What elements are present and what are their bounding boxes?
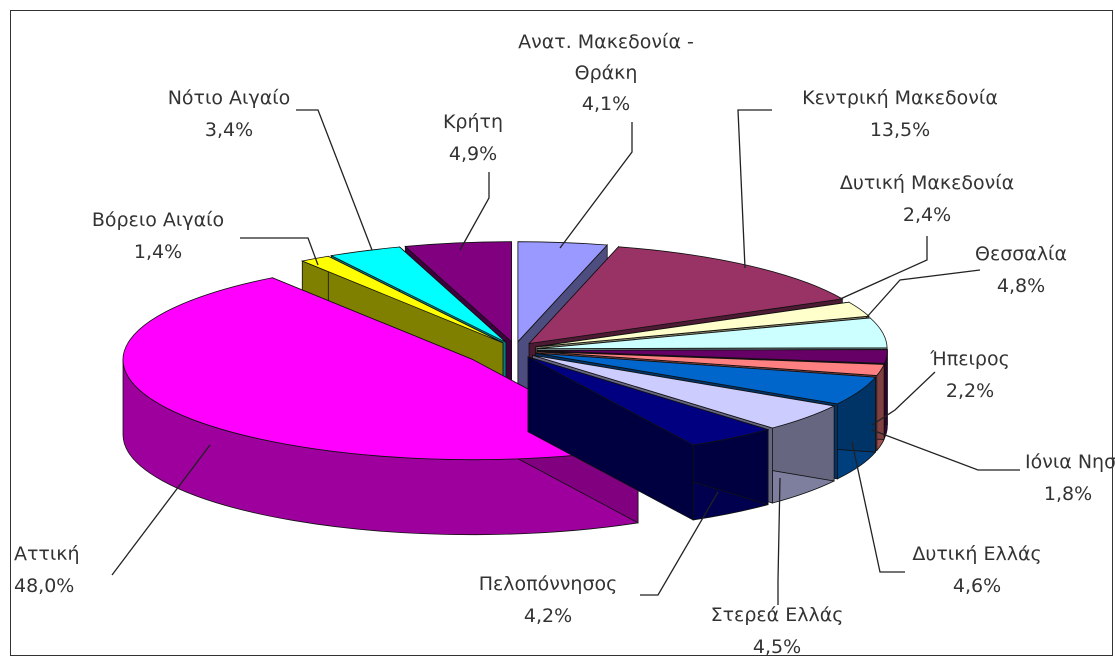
slice-top: [527, 356, 770, 446]
label-pct: 2,2%: [946, 380, 994, 402]
leader-line: [837, 236, 928, 301]
label-dytiki-makedonia: Δυτική Μακεδονία 2,4%: [840, 172, 1014, 226]
label-dytiki-ellas: Δυτική Ελλάς 4,6%: [912, 543, 1041, 597]
slice-top: [532, 354, 836, 429]
label-thessalia: Θεσσαλία 4,8%: [975, 243, 1067, 297]
leader-line: [737, 109, 772, 269]
slice-top: [517, 241, 609, 343]
label-name: Κρήτη: [443, 111, 503, 133]
label-ipeiros: Ήπειρος 2,2%: [929, 348, 1010, 402]
label-name: Πελοπόννησος: [479, 573, 618, 595]
slice-top: [537, 349, 888, 364]
label-kriti: Κρήτη 4,9%: [443, 111, 503, 165]
label-ionia-nisia: Ιόνια Νησιά 1,8%: [1025, 451, 1115, 505]
label-name: Δυτική Μακεδονία: [840, 172, 1014, 194]
label-name: Αττική: [14, 543, 80, 565]
label-name: Ανατ. Μακεδονία -: [518, 31, 694, 53]
slice-top: [404, 241, 512, 343]
label-voreio-aigaio: Βόρειο Αιγαίο 1,4%: [92, 209, 224, 263]
label-name: Δυτική Ελλάς: [912, 543, 1041, 565]
leader-line: [851, 441, 905, 573]
slice-top: [329, 246, 507, 343]
pie-slice: [527, 356, 770, 521]
label-pct: 4,2%: [524, 605, 572, 627]
leader-line: [111, 444, 211, 576]
label-name: Κεντρική Μακεδονία: [802, 87, 998, 109]
pie-slices: [122, 241, 888, 536]
label-name: Νότιο Αιγαίο: [168, 87, 291, 109]
leader-line: [865, 269, 981, 319]
slice-top: [537, 317, 888, 350]
label-name: Στερεά Ελλάς: [711, 604, 844, 626]
label-pct: 4,1%: [582, 93, 630, 115]
leader-line: [296, 109, 373, 251]
slice-top: [535, 301, 870, 348]
label-pct: 3,4%: [205, 119, 253, 141]
slice-top: [535, 352, 877, 405]
leader-line: [459, 172, 490, 251]
label-name: Θεσσαλία: [975, 243, 1067, 265]
leader-line: [871, 429, 1020, 471]
slice-top: [122, 277, 640, 461]
slice-top: [528, 246, 844, 345]
slice-top: [536, 351, 885, 376]
leader-line: [559, 122, 633, 249]
label-sterea-ellas: Στερεά Ελλάς 4,5%: [711, 604, 844, 658]
label-pct: 13,5%: [870, 119, 930, 141]
label-pct: 1,8%: [1044, 483, 1092, 505]
label-attiki: Αττική 48,0%: [14, 543, 80, 597]
label-name: Βόρειο Αιγαίο: [92, 209, 224, 231]
label-pct: 4,9%: [449, 143, 497, 165]
label-name: Ιόνια Νησιά: [1025, 451, 1115, 473]
leader-line: [240, 237, 319, 266]
label-peloponnisos: Πελοπόννησος 4,2%: [479, 573, 618, 627]
label-pct: 48,0%: [14, 575, 74, 597]
label-anat-makedonia-thraki: Ανατ. Μακεδονία - Θράκη 4,1%: [518, 31, 694, 115]
label-name-line2: Θράκη: [575, 62, 638, 84]
leader-line: [871, 371, 936, 426]
label-pct: 4,6%: [953, 575, 1001, 597]
label-pct: 1,4%: [134, 241, 182, 263]
label-name: Ήπειρος: [929, 348, 1010, 370]
leader-lines: [111, 109, 1020, 605]
label-notio-aigaio: Νότιο Αιγαίο 3,4%: [168, 87, 291, 141]
label-pct: 2,4%: [903, 204, 951, 226]
leader-line: [777, 477, 781, 605]
label-kentriki-makedonia: Κεντρική Μακεδονία 13,5%: [802, 87, 998, 141]
label-pct: 4,5%: [753, 636, 801, 658]
leader-line: [640, 491, 719, 596]
label-pct: 4,8%: [997, 275, 1045, 297]
